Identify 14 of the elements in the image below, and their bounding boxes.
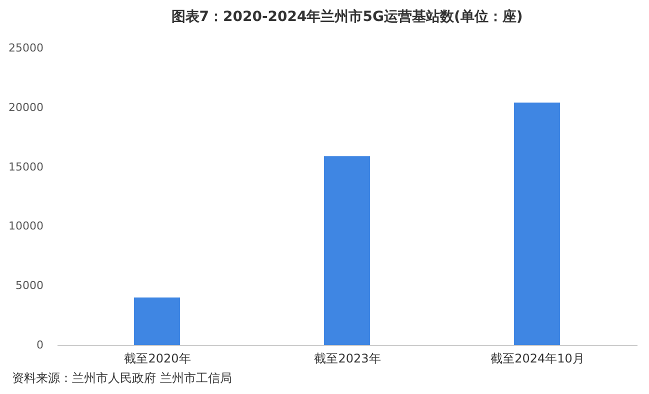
bar	[324, 156, 370, 345]
x-tick-label: 截至2020年	[124, 352, 191, 366]
text: 资料来源：兰州市人民政府 兰州市工信局	[12, 371, 232, 385]
y-tick-label: 15000	[8, 160, 44, 174]
bar	[514, 102, 560, 345]
x-tick-label: 截至2024年10月	[490, 352, 584, 366]
x-tick-label: 截至2023年	[314, 352, 381, 366]
bar	[134, 297, 180, 345]
y-tick-label: 10000	[8, 220, 44, 233]
y-tick-label: 5000	[16, 279, 44, 292]
chart-title: 图表7：2020-2024年兰州市5G运营基站数(单位：座)	[171, 8, 523, 25]
y-tick-label: 20000	[8, 100, 44, 114]
y-tick-label: 25000	[8, 42, 44, 54]
y-tick-label: 0	[36, 338, 44, 352]
